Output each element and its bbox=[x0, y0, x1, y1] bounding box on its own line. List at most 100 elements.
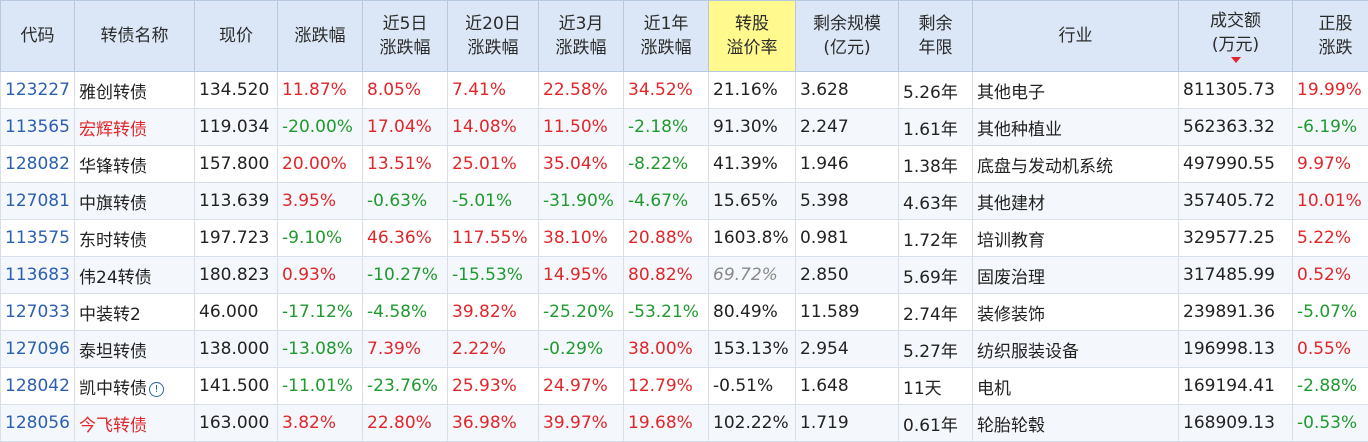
table-row[interactable]: 128082 华锋转债 157.800 20.00% 13.51% 25.01% 35.04… bbox=[0, 145, 1368, 183]
cell-change: 0.93% bbox=[277, 256, 363, 294]
cell-term: 5.26年 bbox=[898, 71, 973, 109]
cell-code[interactable]: 127033 bbox=[0, 293, 75, 331]
sort-desc-icon[interactable] bbox=[1230, 57, 1241, 63]
table-row[interactable]: 127033 中装转2 46.000 -17.12% -4.58% 39.82% -25.2… bbox=[0, 293, 1368, 331]
header-stock-change[interactable]: 正股 涨跌 bbox=[1292, 0, 1368, 72]
cell-code[interactable]: 113565 bbox=[0, 108, 75, 146]
header-volume[interactable]: 成交额 (万元) bbox=[1178, 0, 1293, 72]
bond-name[interactable]: 泰坦转债 bbox=[79, 341, 147, 362]
table-row[interactable]: 128042 凯中转债! 141.500 -11.01% -23.76% 25.93% 24… bbox=[0, 367, 1368, 405]
cell-chg1y: 19.68% bbox=[623, 404, 709, 442]
cell-chg5d: -23.76% bbox=[362, 367, 448, 405]
cell-price: 163.000 bbox=[194, 404, 278, 442]
cell-code[interactable]: 128056 bbox=[0, 404, 75, 442]
cell-chg5d: 7.39% bbox=[362, 330, 448, 368]
cell-change: -13.08% bbox=[277, 330, 363, 368]
cell-name[interactable]: 中装转2 bbox=[74, 293, 195, 331]
bond-name[interactable]: 宏辉转债 bbox=[79, 119, 147, 140]
cell-chg20d: 39.82% bbox=[447, 293, 539, 331]
table-row[interactable]: 123227 雅创转债 134.520 11.87% 8.05% 7.41% 22.58% 3… bbox=[0, 71, 1368, 109]
cell-chg3m: 35.04% bbox=[538, 145, 624, 183]
header-code[interactable]: 代码 bbox=[0, 0, 75, 72]
cell-industry: 其他建材 bbox=[972, 182, 1179, 220]
cell-chg5d: 8.05% bbox=[362, 71, 448, 109]
cell-scale: 2.850 bbox=[795, 256, 899, 294]
cell-name[interactable]: 伟24转债 bbox=[74, 256, 195, 294]
header-name[interactable]: 转债名称 bbox=[74, 0, 195, 72]
table-row[interactable]: 113683 伟24转债 180.823 0.93% -10.27% -15.53% 14.… bbox=[0, 256, 1368, 294]
cell-scale: 1.946 bbox=[795, 145, 899, 183]
header-chg3m[interactable]: 近3月 涨跌幅 bbox=[538, 0, 624, 72]
cell-chg20d: 25.93% bbox=[447, 367, 539, 405]
cell-name[interactable]: 东时转债 bbox=[74, 219, 195, 257]
cell-chg20d: -15.53% bbox=[447, 256, 539, 294]
cell-chg1y: 12.79% bbox=[623, 367, 709, 405]
bond-name[interactable]: 凯中转债 bbox=[79, 378, 147, 399]
header-industry[interactable]: 行业 bbox=[972, 0, 1179, 72]
cell-name[interactable]: 泰坦转债 bbox=[74, 330, 195, 368]
bond-name[interactable]: 雅创转债 bbox=[79, 82, 147, 103]
cell-chg1y: -4.67% bbox=[623, 182, 709, 220]
bond-name[interactable]: 东时转债 bbox=[79, 230, 147, 251]
cell-name[interactable]: 华锋转债 bbox=[74, 145, 195, 183]
cell-stock-chg: 9.97% bbox=[1292, 145, 1368, 183]
cell-stock-chg: -0.53% bbox=[1292, 404, 1368, 442]
bond-name[interactable]: 伟24转债 bbox=[79, 267, 152, 288]
cell-stock-chg: 10.01% bbox=[1292, 182, 1368, 220]
bond-name[interactable]: 中旗转债 bbox=[79, 193, 147, 214]
cell-term: 1.38年 bbox=[898, 145, 973, 183]
header-scale[interactable]: 剩余规模 (亿元) bbox=[795, 0, 899, 72]
cell-code[interactable]: 113575 bbox=[0, 219, 75, 257]
cell-code[interactable]: 123227 bbox=[0, 71, 75, 109]
cell-name[interactable]: 今飞转债 bbox=[74, 404, 195, 442]
cell-name[interactable]: 雅创转债 bbox=[74, 71, 195, 109]
cell-code[interactable]: 113683 bbox=[0, 256, 75, 294]
cell-premium: 80.49% bbox=[708, 293, 796, 331]
cell-code[interactable]: 127081 bbox=[0, 182, 75, 220]
cell-name[interactable]: 中旗转债 bbox=[74, 182, 195, 220]
header-price[interactable]: 现价 bbox=[194, 0, 278, 72]
cell-chg1y: -8.22% bbox=[623, 145, 709, 183]
cell-code[interactable]: 128082 bbox=[0, 145, 75, 183]
table-row[interactable]: 128056 今飞转债 163.000 3.82% 22.80% 36.98% 39.97%… bbox=[0, 404, 1368, 442]
bond-name[interactable]: 华锋转债 bbox=[79, 156, 147, 177]
cell-name[interactable]: 宏辉转债 bbox=[74, 108, 195, 146]
table-row[interactable]: 113565 宏辉转债 119.034 -20.00% 17.04% 14.08% 11.5… bbox=[0, 108, 1368, 146]
table-row[interactable]: 113575 东时转债 197.723 -9.10% 46.36% 117.55% 38.1… bbox=[0, 219, 1368, 257]
cell-chg3m: 38.10% bbox=[538, 219, 624, 257]
header-change[interactable]: 涨跌幅 bbox=[277, 0, 363, 72]
cell-code[interactable]: 127096 bbox=[0, 330, 75, 368]
cell-volume: 497990.55 bbox=[1178, 145, 1293, 183]
cell-price: 138.000 bbox=[194, 330, 278, 368]
cell-name[interactable]: 凯中转债! bbox=[74, 367, 195, 405]
cell-change: -17.12% bbox=[277, 293, 363, 331]
info-icon[interactable]: ! bbox=[149, 381, 164, 397]
cell-change: -20.00% bbox=[277, 108, 363, 146]
cell-chg1y: 38.00% bbox=[623, 330, 709, 368]
header-term[interactable]: 剩余 年限 bbox=[898, 0, 973, 72]
cell-code[interactable]: 128042 bbox=[0, 367, 75, 405]
cell-chg3m: 22.58% bbox=[538, 71, 624, 109]
header-premium[interactable]: 转股 溢价率 bbox=[708, 0, 796, 72]
bond-name[interactable]: 中装转2 bbox=[79, 304, 141, 325]
cell-stock-chg: 0.52% bbox=[1292, 256, 1368, 294]
header-chg20d[interactable]: 近20日 涨跌幅 bbox=[447, 0, 539, 72]
cell-premium: 41.39% bbox=[708, 145, 796, 183]
cell-term: 5.27年 bbox=[898, 330, 973, 368]
cell-term: 2.74年 bbox=[898, 293, 973, 331]
cell-chg5d: -10.27% bbox=[362, 256, 448, 294]
bond-name[interactable]: 今飞转债 bbox=[79, 415, 147, 436]
cell-term: 11天 bbox=[898, 367, 973, 405]
cell-volume: 317485.99 bbox=[1178, 256, 1293, 294]
cell-chg1y: -53.21% bbox=[623, 293, 709, 331]
cell-volume: 239891.36 bbox=[1178, 293, 1293, 331]
header-chg5d[interactable]: 近5日 涨跌幅 bbox=[362, 0, 448, 72]
cell-change: -11.01% bbox=[277, 367, 363, 405]
cell-chg5d: 17.04% bbox=[362, 108, 448, 146]
table-row[interactable]: 127081 中旗转债 113.639 3.95% -0.63% -5.01% -31.90… bbox=[0, 182, 1368, 220]
cell-premium: 153.13% bbox=[708, 330, 796, 368]
table-row[interactable]: 127096 泰坦转债 138.000 -13.08% 7.39% 2.22% -0.29%… bbox=[0, 330, 1368, 368]
cell-premium: 102.22% bbox=[708, 404, 796, 442]
header-chg1y[interactable]: 近1年 涨跌幅 bbox=[623, 0, 709, 72]
cell-chg3m: -25.20% bbox=[538, 293, 624, 331]
